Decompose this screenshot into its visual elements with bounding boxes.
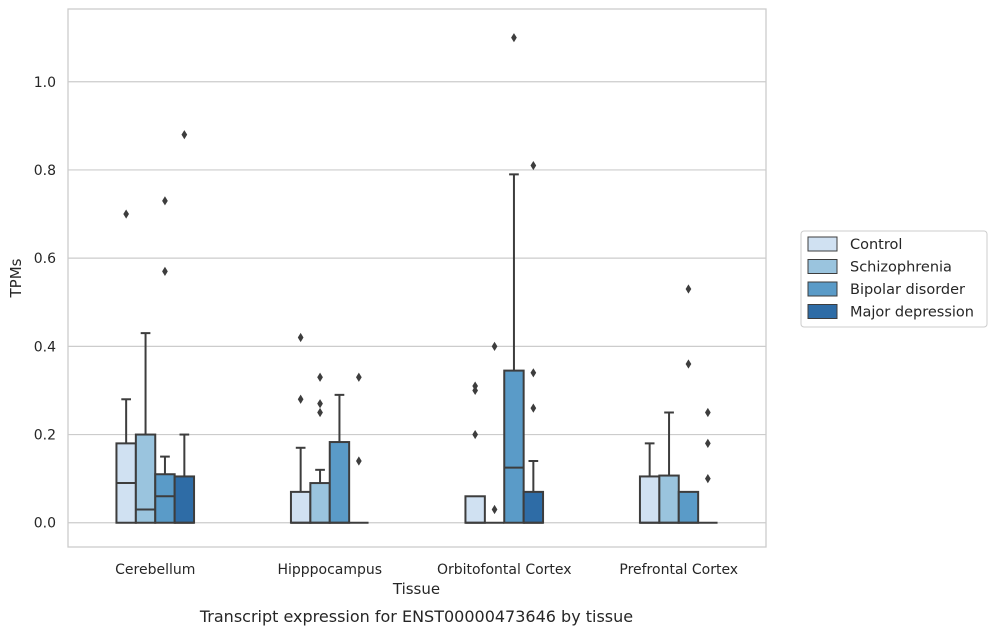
box: [328, 441, 351, 524]
box-plot: [115, 209, 137, 524]
box: [309, 482, 331, 524]
box: [503, 369, 525, 524]
box-plot: [464, 381, 486, 524]
legend-label: Schizophrenia: [850, 260, 952, 276]
box-plot: [154, 196, 176, 524]
plot-frame: [67, 8, 767, 548]
outlier-point: [685, 359, 692, 369]
outlier-point: [704, 407, 711, 418]
y-tick-label: 0.4: [34, 339, 56, 355]
legend-swatch: [807, 281, 838, 297]
box: [658, 474, 680, 524]
box-plot: [328, 393, 351, 524]
y-tick-label: 0.6: [34, 251, 56, 267]
legend-label: Major depression: [850, 305, 974, 321]
legend-label: Bipolar disorder: [850, 282, 965, 298]
outlier-point: [472, 429, 479, 440]
x-tick-label: Prefrontal Cortex: [619, 562, 738, 578]
box: [173, 475, 196, 524]
outlier-point: [162, 196, 168, 206]
box-plot: [349, 372, 369, 524]
x-axis-label: Tissue: [392, 580, 440, 598]
box-plot: [173, 130, 196, 524]
box-plots: [115, 33, 718, 524]
chart-caption: Transcript expression for ENST0000047364…: [199, 607, 633, 626]
outlier-point: [530, 403, 537, 413]
y-tick-label: 0.0: [34, 516, 56, 532]
outlier-point: [317, 372, 323, 382]
box-plot: [658, 411, 680, 524]
box-plot: [698, 407, 718, 524]
box: [289, 490, 312, 524]
outlier-point: [181, 130, 188, 140]
box-plot: [289, 332, 312, 524]
box: [638, 475, 661, 524]
box: [464, 495, 486, 524]
y-tick-label: 0.2: [34, 428, 56, 444]
y-tick-label: 1.0: [34, 75, 56, 91]
legend-frame: [800, 230, 988, 328]
box: [154, 473, 176, 524]
legend-swatch: [807, 304, 838, 319]
outlier-point: [511, 33, 517, 43]
outlier-point: [355, 372, 362, 382]
outlier-point: [355, 456, 362, 466]
box-plot: [677, 284, 700, 524]
box-plot: [503, 33, 525, 524]
y-tick-label: 0.8: [34, 163, 56, 179]
x-tick-label: Cerebellum: [115, 562, 195, 578]
outlier-point: [530, 368, 537, 378]
y-tick-labels: 0.0 0.2 0.4 0.6 0.8 1.0: [34, 75, 56, 532]
outlier-point: [162, 266, 168, 276]
legend-label: Control: [850, 237, 902, 253]
outlier-point: [317, 407, 323, 418]
box-plot: [484, 341, 505, 524]
outlier-point: [472, 381, 479, 391]
y-axis-label: TPMs: [7, 258, 25, 298]
outlier-point: [491, 341, 498, 351]
outlier-point: [297, 394, 304, 404]
outlier-point: [530, 160, 537, 171]
box: [677, 490, 700, 524]
outlier-point: [704, 438, 711, 448]
box-plot: [638, 442, 661, 524]
legend: Control Schizophrenia Bipolar disorder Majo…: [800, 230, 988, 328]
outlier-point: [297, 332, 304, 343]
outlier-point: [685, 284, 692, 294]
legend-swatch: [807, 236, 838, 252]
legend-swatch: [807, 259, 838, 274]
x-tick-label: Orbitofontal Cortex: [437, 562, 572, 578]
grid-lines: [68, 81, 766, 524]
box-plot: [522, 160, 545, 524]
x-tick-labels: Cerebellum Hipppocampus Orbitofontal Corte…: [115, 562, 738, 578]
box: [522, 490, 545, 524]
x-tick-label: Hipppocampus: [277, 562, 382, 578]
box-plot: [309, 372, 331, 524]
outlier-point: [317, 399, 323, 409]
outlier-point: [704, 474, 711, 484]
box-plot: [134, 332, 157, 524]
outlier-point: [491, 504, 498, 515]
outlier-point: [123, 209, 130, 219]
